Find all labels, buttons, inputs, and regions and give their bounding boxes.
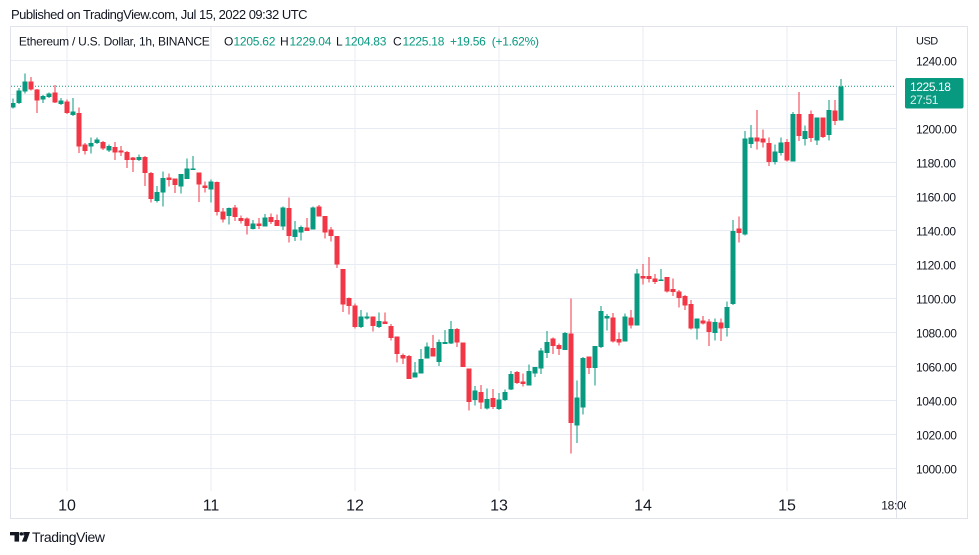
svg-text:11: 11 [203,497,220,514]
svg-text:1100.00: 1100.00 [916,293,956,307]
svg-text:1120.00: 1120.00 [916,259,956,273]
svg-text:1080.00: 1080.00 [916,327,957,341]
svg-text:1240.00: 1240.00 [916,55,957,69]
svg-text:1225.18: 1225.18 [403,35,445,49]
svg-text:1229.04: 1229.04 [290,35,332,49]
svg-text:+19.56 (+1.62%): +19.56 (+1.62%) [450,35,539,49]
svg-text:1040.00: 1040.00 [916,395,957,409]
svg-text:1020.00: 1020.00 [916,429,957,443]
svg-text:12: 12 [346,497,364,514]
svg-text:13: 13 [490,497,508,514]
svg-text:USD: USD [916,35,938,47]
svg-text:1200.00: 1200.00 [916,123,957,137]
svg-text:Ethereum / U.S. Dollar, 1h, BI: Ethereum / U.S. Dollar, 1h, BINANCE [19,35,210,49]
svg-text:18:00: 18:00 [881,498,910,512]
svg-text:27:51: 27:51 [910,93,939,107]
svg-text:15: 15 [778,497,796,514]
svg-text:1060.00: 1060.00 [916,361,957,375]
svg-text:H: H [280,35,288,49]
svg-text:1180.00: 1180.00 [916,157,956,171]
svg-text:14: 14 [634,497,652,514]
svg-text:1160.00: 1160.00 [916,191,956,205]
svg-text:O: O [224,35,233,49]
svg-text:1000.00: 1000.00 [916,463,957,477]
svg-text:C: C [393,35,402,49]
svg-text:1140.00: 1140.00 [916,225,956,239]
svg-text:L: L [336,35,343,49]
svg-text:10: 10 [58,497,76,514]
svg-text:1204.83: 1204.83 [345,35,387,49]
svg-text:1205.62: 1205.62 [234,35,276,49]
svg-text:1225.18: 1225.18 [910,80,951,94]
